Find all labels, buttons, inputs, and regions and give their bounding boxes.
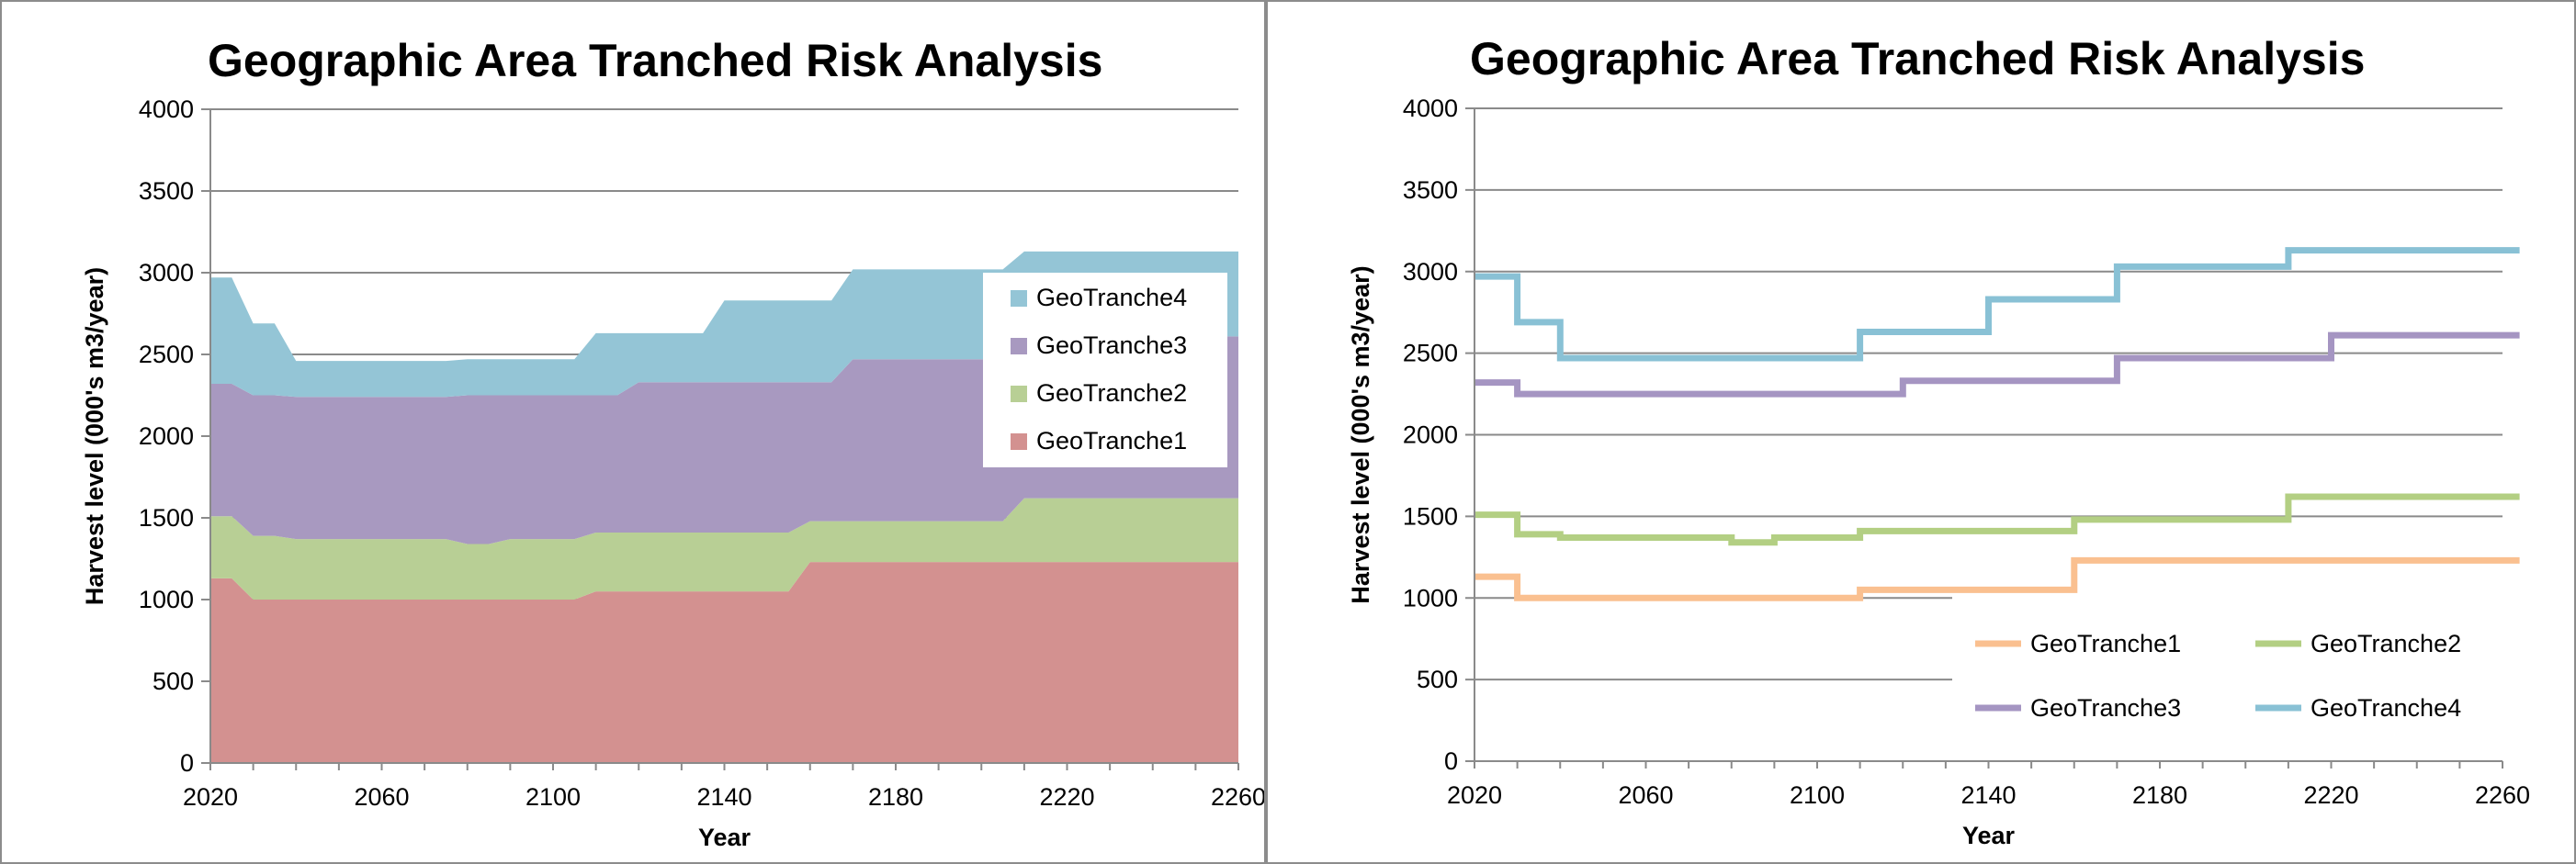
x-tick-label: 2100 [1790,781,1845,809]
legend-label: GeoTranche2 [2310,630,2461,657]
x-tick-label: 2260 [1211,783,1264,811]
legend-label: GeoTranche2 [1036,379,1187,407]
area-series-group [210,251,1238,763]
x-axis-ticks: 2020 2060 2100 2140 2180 2220 2260 [1447,761,2530,809]
y-tick-label: 3500 [139,177,194,205]
y-tick-label: 1500 [139,504,194,532]
x-tick-label: 2220 [2303,781,2358,809]
chart-title: Geographic Area Tranched Risk Analysis [208,35,1102,86]
x-tick-label: 2180 [2132,781,2187,809]
legend-box [1952,597,2503,753]
x-tick-label: 2180 [868,783,923,811]
legend-swatch [1011,386,1027,402]
x-axis-label: Year [1962,822,2016,849]
x-tick-label: 2140 [696,783,751,811]
line-geotranche4 [1474,247,2520,362]
y-tick-label: 3000 [139,259,194,286]
y-tick-label: 3000 [1403,258,1458,286]
legend-label: GeoTranche4 [2310,694,2461,722]
y-tick-label: 2000 [139,422,194,450]
line-series-group [1474,247,2520,601]
y-axis-ticks: 0 500 1000 1500 2000 2500 3000 3500 4000 [1403,95,1474,775]
x-axis-label: Year [698,824,751,851]
y-tick-label: 1000 [1403,584,1458,612]
legend-label: GeoTranche3 [2030,694,2181,722]
line-geotranche1 [1474,556,2520,601]
y-axis-label: Harvest level (000's m3/year) [1347,265,1374,603]
stacked-area-chart-panel: Geographic Area Tranched Risk Analysis 0 5… [0,0,1266,864]
x-tick-label: 2020 [183,783,238,811]
area-geotranche3 [210,336,1238,544]
x-tick-label: 2260 [2475,781,2530,809]
x-tick-label: 2220 [1039,783,1094,811]
y-tick-label: 4000 [1403,95,1458,122]
stacked-area-chart: Geographic Area Tranched Risk Analysis 0 5… [81,35,1264,851]
legend-label: GeoTranche3 [1036,331,1187,359]
line-geotranche3 [1474,331,2520,398]
y-tick-label: 4000 [139,95,194,123]
x-tick-label: 2100 [525,783,581,811]
y-axis-ticks: 0 500 1000 1500 2000 2500 3000 3500 4000 [139,95,210,777]
y-tick-label: 2500 [139,341,194,368]
y-tick-label: 0 [1444,747,1458,775]
legend: GeoTranche4 GeoTranche3 GeoTranche2 GeoTran… [983,273,1227,467]
y-tick-label: 2500 [1403,340,1458,367]
line-geotranche2 [1474,493,2520,546]
area-geotranche1 [210,562,1238,763]
x-tick-label: 2060 [1618,781,1673,809]
legend: GeoTranche1 GeoTranche2 GeoTranche3 GeoTran… [1952,597,2503,753]
y-tick-label: 500 [153,668,194,695]
y-tick-label: 0 [180,749,194,777]
x-axis-ticks: 2020 2060 2100 2140 2180 2220 2260 [183,763,1264,811]
legend-label: GeoTranche4 [1036,284,1187,311]
area-geotranche2 [210,498,1238,600]
legend-swatch [1011,338,1027,354]
legend-label: GeoTranche1 [1036,427,1187,454]
x-tick-label: 2060 [354,783,409,811]
step-line-chart: Geographic Area Tranched Risk Analysis 0 5… [1347,33,2530,849]
y-axis-label: Harvest level (000's m3/year) [81,267,108,605]
legend-label: GeoTranche1 [2030,630,2181,657]
x-tick-label: 2020 [1447,781,1502,809]
y-tick-label: 500 [1417,666,1458,693]
x-tick-label: 2140 [1960,781,2016,809]
legend-swatch [1011,290,1027,307]
y-tick-label: 3500 [1403,176,1458,204]
chart-title: Geographic Area Tranched Risk Analysis [1470,33,2365,84]
y-tick-label: 1500 [1403,502,1458,530]
y-tick-label: 2000 [1403,421,1458,449]
step-line-chart-panel: Geographic Area Tranched Risk Analysis 0 5… [1266,0,2576,864]
y-tick-label: 1000 [139,586,194,613]
area-geotranche4 [210,251,1238,398]
legend-swatch [1011,433,1027,450]
